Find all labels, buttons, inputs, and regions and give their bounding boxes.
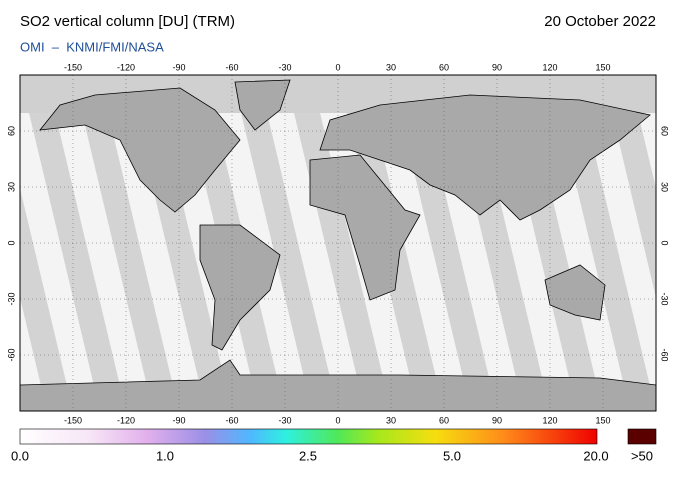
lon-tick-label-top: -150	[64, 62, 82, 72]
lat-tick-label-right: 30	[660, 182, 670, 192]
colorbar-label: 2.5	[299, 448, 317, 463]
map	[20, 75, 656, 411]
lon-tick-label-bottom: -30	[278, 415, 291, 425]
australia	[544, 264, 606, 321]
north-america	[39, 87, 241, 213]
antarctica	[20, 359, 656, 411]
colorbar-label: 20.0	[583, 448, 608, 463]
lon-tick-label-top: 150	[595, 62, 610, 72]
lat-tick-label-right: 60	[660, 126, 670, 136]
lon-tick-label-top: 90	[492, 62, 502, 72]
eurasia	[319, 94, 651, 221]
lat-tick-label-right: 0	[660, 240, 670, 245]
lat-tick-label-right: -60	[660, 348, 670, 361]
lon-tick-label-bottom: -120	[117, 415, 135, 425]
lon-tick-label-bottom: -90	[172, 415, 185, 425]
lat-tick-label-left: -30	[6, 292, 16, 305]
lon-tick-label-top: -30	[278, 62, 291, 72]
date: 20 October 2022	[544, 13, 656, 30]
colorbar-overflow	[627, 428, 657, 445]
colorbar-label: 5.0	[443, 448, 461, 463]
swath	[20, 188, 73, 411]
greenland	[234, 79, 291, 131]
africa	[309, 154, 421, 301]
colorbar	[19, 428, 598, 445]
lon-tick-label-top: -60	[225, 62, 238, 72]
colorbar-label: 1.0	[156, 448, 174, 463]
graticule	[20, 75, 656, 411]
lon-tick-label-bottom: -150	[64, 415, 82, 425]
lon-tick-label-top: -120	[117, 62, 135, 72]
lon-tick-label-bottom: 150	[595, 415, 610, 425]
colorbar-label: 0.0	[11, 448, 29, 463]
lon-tick-label-top: 120	[542, 62, 557, 72]
lon-tick-label-top: 0	[335, 62, 340, 72]
colorbar-overflow-label: >50	[631, 448, 653, 463]
lon-tick-label-top: 60	[439, 62, 449, 72]
lat-tick-label-right: -30	[660, 292, 670, 305]
lon-tick-label-bottom: 60	[439, 415, 449, 425]
lat-tick-label-left: 0	[6, 240, 16, 245]
credit: OMI – KNMI/FMI/NASA	[20, 39, 164, 54]
lon-tick-label-top: 30	[386, 62, 396, 72]
lon-tick-label-bottom: 0	[335, 415, 340, 425]
title: SO2 vertical column [DU] (TRM)	[20, 13, 235, 30]
map-frame	[19, 74, 657, 412]
lat-tick-label-left: -60	[6, 348, 16, 361]
lon-tick-label-bottom: 30	[386, 415, 396, 425]
south-america	[199, 224, 281, 351]
lon-tick-label-bottom: 120	[542, 415, 557, 425]
lat-tick-label-left: 60	[6, 126, 16, 136]
lon-tick-label-top: -90	[172, 62, 185, 72]
continents	[20, 79, 656, 411]
lon-tick-label-bottom: 90	[492, 415, 502, 425]
lat-tick-label-left: 30	[6, 182, 16, 192]
lon-tick-label-bottom: -60	[225, 415, 238, 425]
